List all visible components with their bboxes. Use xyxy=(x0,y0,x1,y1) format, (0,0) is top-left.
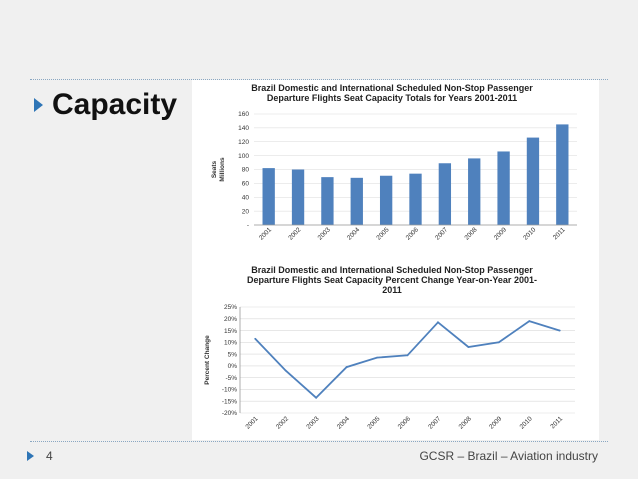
line-x-tick-label: 2006 xyxy=(397,415,412,430)
line-y-tick-label: 20% xyxy=(224,316,237,323)
bar-x-tick-label: 2006 xyxy=(405,226,420,241)
bar-x-tick-label: 2005 xyxy=(375,226,390,241)
line-point-2002 xyxy=(284,369,287,372)
line-x-tick-label: 2001 xyxy=(244,415,259,430)
footer-text: GCSR – Brazil – Aviation industry xyxy=(419,449,598,463)
bar-y-tick-label: 40 xyxy=(242,194,250,201)
bar-y-tick-label: 20 xyxy=(242,208,250,215)
line-x-tick-label: 2002 xyxy=(275,415,290,430)
line-x-tick-label: 2003 xyxy=(305,415,320,430)
bar-x-tick-label: 2009 xyxy=(493,226,508,241)
bar-x-tick-label: 2011 xyxy=(552,226,567,241)
bar-2003 xyxy=(321,177,334,225)
line-y-tick-label: -20% xyxy=(222,410,237,417)
bar-chart-title: Departure Flights Seat Capacity Totals f… xyxy=(267,93,517,103)
bar-y-tick-label: - xyxy=(247,222,249,229)
bar-2002 xyxy=(291,169,305,225)
line-chart: Brazil Domestic and International Schedu… xyxy=(204,265,575,431)
top-divider xyxy=(30,79,608,80)
line-y-tick-label: -15% xyxy=(222,398,237,405)
bar-y-tick-label: 120 xyxy=(238,139,249,146)
bar-x-tick-label: 2004 xyxy=(346,226,361,241)
line-x-tick-label: 2011 xyxy=(549,415,564,430)
bar-chart-ylabel: Seats xyxy=(211,160,218,178)
line-chart-title: 2011 xyxy=(382,285,402,295)
line-chart-title: Departure Flights Seat Capacity Percent … xyxy=(247,275,537,285)
chart-panel: Brazil Domestic and International Schedu… xyxy=(192,80,599,440)
line-x-tick-label: 2008 xyxy=(458,415,473,430)
line-y-tick-label: -5% xyxy=(225,375,237,382)
line-point-2006 xyxy=(406,354,409,357)
line-point-2010 xyxy=(528,320,531,323)
bar-y-tick-label: 160 xyxy=(238,111,249,118)
slide-heading: Capacity xyxy=(52,88,178,121)
bar-2005 xyxy=(379,175,393,225)
line-y-tick-label: 10% xyxy=(224,340,237,347)
line-point-2009 xyxy=(497,341,500,344)
line-x-tick-label: 2005 xyxy=(366,415,381,430)
bar-y-tick-label: 140 xyxy=(238,125,249,132)
line-x-tick-label: 2009 xyxy=(488,415,503,430)
line-point-2001 xyxy=(254,337,257,340)
bar-y-tick-label: 100 xyxy=(238,153,249,160)
line-point-2003 xyxy=(315,396,318,399)
bar-2001 xyxy=(262,168,275,225)
bar-2011 xyxy=(556,124,569,225)
line-point-2011 xyxy=(558,329,561,332)
bar-y-tick-label: 60 xyxy=(242,181,250,188)
bottom-divider xyxy=(30,441,608,442)
line-point-2005 xyxy=(376,356,378,359)
line-y-tick-label: 0% xyxy=(228,363,238,370)
line-y-tick-label: 5% xyxy=(228,351,238,358)
bar-2004 xyxy=(350,177,363,225)
line-y-tick-label: 15% xyxy=(224,328,237,335)
bar-x-tick-label: 2007 xyxy=(434,226,449,241)
bar-chart: Brazil Domestic and International Schedu… xyxy=(211,83,577,242)
bar-2010 xyxy=(526,137,540,225)
footer-triangle-icon xyxy=(27,451,34,461)
line-x-tick-label: 2007 xyxy=(427,415,442,430)
line-chart-ylabel: Percent Change xyxy=(204,335,211,385)
line-point-2004 xyxy=(345,366,348,368)
line-chart-title: Brazil Domestic and International Schedu… xyxy=(251,265,533,275)
bar-2008 xyxy=(468,158,481,225)
page-number: 4 xyxy=(46,449,53,463)
triangle-right-icon xyxy=(34,98,43,112)
bar-y-tick-label: 80 xyxy=(242,167,250,174)
bar-x-tick-label: 2008 xyxy=(463,226,478,241)
line-y-tick-label: -10% xyxy=(222,387,237,394)
bar-2006 xyxy=(409,173,422,225)
bar-2007 xyxy=(438,163,452,225)
line-y-tick-label: 25% xyxy=(224,304,237,311)
bar-2009 xyxy=(497,151,510,225)
bar-x-tick-label: 2002 xyxy=(287,226,302,241)
bar-chart-ylabel: Millions xyxy=(219,157,226,182)
bar-chart-title: Brazil Domestic and International Schedu… xyxy=(251,83,533,93)
line-point-2008 xyxy=(467,346,470,348)
bar-x-tick-label: 2010 xyxy=(522,226,537,241)
line-series xyxy=(254,320,561,399)
line-x-tick-label: 2004 xyxy=(336,415,351,430)
line-x-tick-label: 2010 xyxy=(519,415,534,430)
bar-x-tick-label: 2003 xyxy=(317,226,332,241)
line-point-2007 xyxy=(437,321,439,324)
bar-x-tick-label: 2001 xyxy=(258,226,273,241)
